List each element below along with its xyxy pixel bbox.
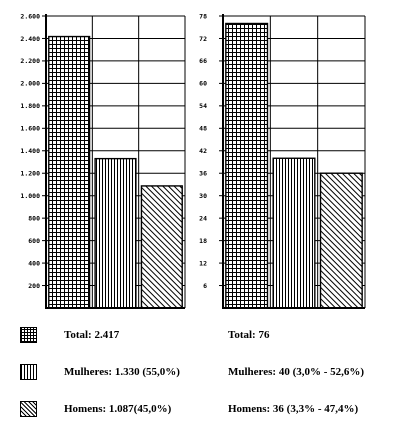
y-tick-label: 600: [28, 237, 40, 245]
y-tick-label: 2.600: [20, 12, 40, 20]
legend-total-left: Total: 2.417: [64, 329, 119, 341]
y-tick-label: 6: [203, 282, 207, 290]
y-tick-label: 400: [28, 259, 40, 267]
bar-mulheres: [272, 157, 316, 309]
bar-homens: [319, 172, 363, 309]
y-tick-label: 18: [199, 237, 207, 245]
y-tick-label: 54: [199, 102, 207, 110]
legend-label: Mulheres: 1.330 (55,0%): [64, 366, 180, 378]
y-tick-label: 200: [28, 282, 40, 290]
legend-label: Total: 76: [228, 329, 270, 341]
legend-swatch-vertical-icon: [20, 364, 37, 380]
y-tick-label: 2.400: [20, 35, 40, 43]
y-tick-label: 1.600: [20, 125, 40, 133]
bar-homens: [140, 185, 183, 309]
bar-total: [48, 35, 91, 309]
y-tick-label: 42: [199, 147, 207, 155]
legend-label: Mulheres: 40 (3,0% - 52,6%): [228, 366, 365, 378]
y-tick-label: 12: [199, 259, 207, 267]
y-tick-label: 48: [199, 125, 207, 133]
legend-swatch-diagonal-icon: [20, 401, 37, 417]
y-tick-label: 60: [199, 80, 207, 88]
chart-panel-left: 200 400 600 800 1.000 1.200 1.400 1.600 1.800 2.0…: [20, 12, 186, 309]
y-tick-label: 36: [199, 170, 207, 178]
chart-panel-right: 6 12 18 24 30 36 42 48 54 60 66 72 78: [199, 12, 366, 309]
legend-homens-right: Homens: 36 (3,3% - 47,4%): [228, 403, 358, 415]
y-tick-label: 2.000: [20, 80, 40, 88]
legend-label: Homens: 1.087(45,0%): [64, 403, 172, 415]
y-tick-label: 1.800: [20, 102, 40, 110]
y-tick-label: 1.000: [20, 192, 40, 200]
y-tick-label: 2.200: [20, 57, 40, 65]
y-tick-label: 66: [199, 57, 207, 65]
y-tick-label: 800: [28, 214, 40, 222]
legend-swatch-grid-icon: [20, 327, 37, 343]
legend-label: Homens: 36 (3,3% - 47,4%): [228, 403, 359, 415]
y-tick-label: 1.400: [20, 147, 40, 155]
legend-mulheres-left: Mulheres: 1.330 (55,0%): [64, 366, 180, 378]
bar-mulheres: [94, 157, 137, 309]
y-tick-label: 78: [199, 12, 207, 20]
y-tick-label: 1.200: [20, 170, 40, 178]
legend-total-right: Total: 76: [228, 329, 269, 341]
y-tick-label: 30: [199, 192, 207, 200]
legend-label: Total: 2.417: [64, 329, 120, 341]
legend-homens-left: Homens: 1.087(45,0%): [64, 403, 171, 415]
legend-mulheres-right: Mulheres: 40 (3,0% - 52,6%): [228, 366, 364, 378]
y-tick-label: 24: [199, 214, 207, 222]
bar-total: [225, 22, 269, 309]
y-tick-label: 72: [199, 35, 207, 43]
